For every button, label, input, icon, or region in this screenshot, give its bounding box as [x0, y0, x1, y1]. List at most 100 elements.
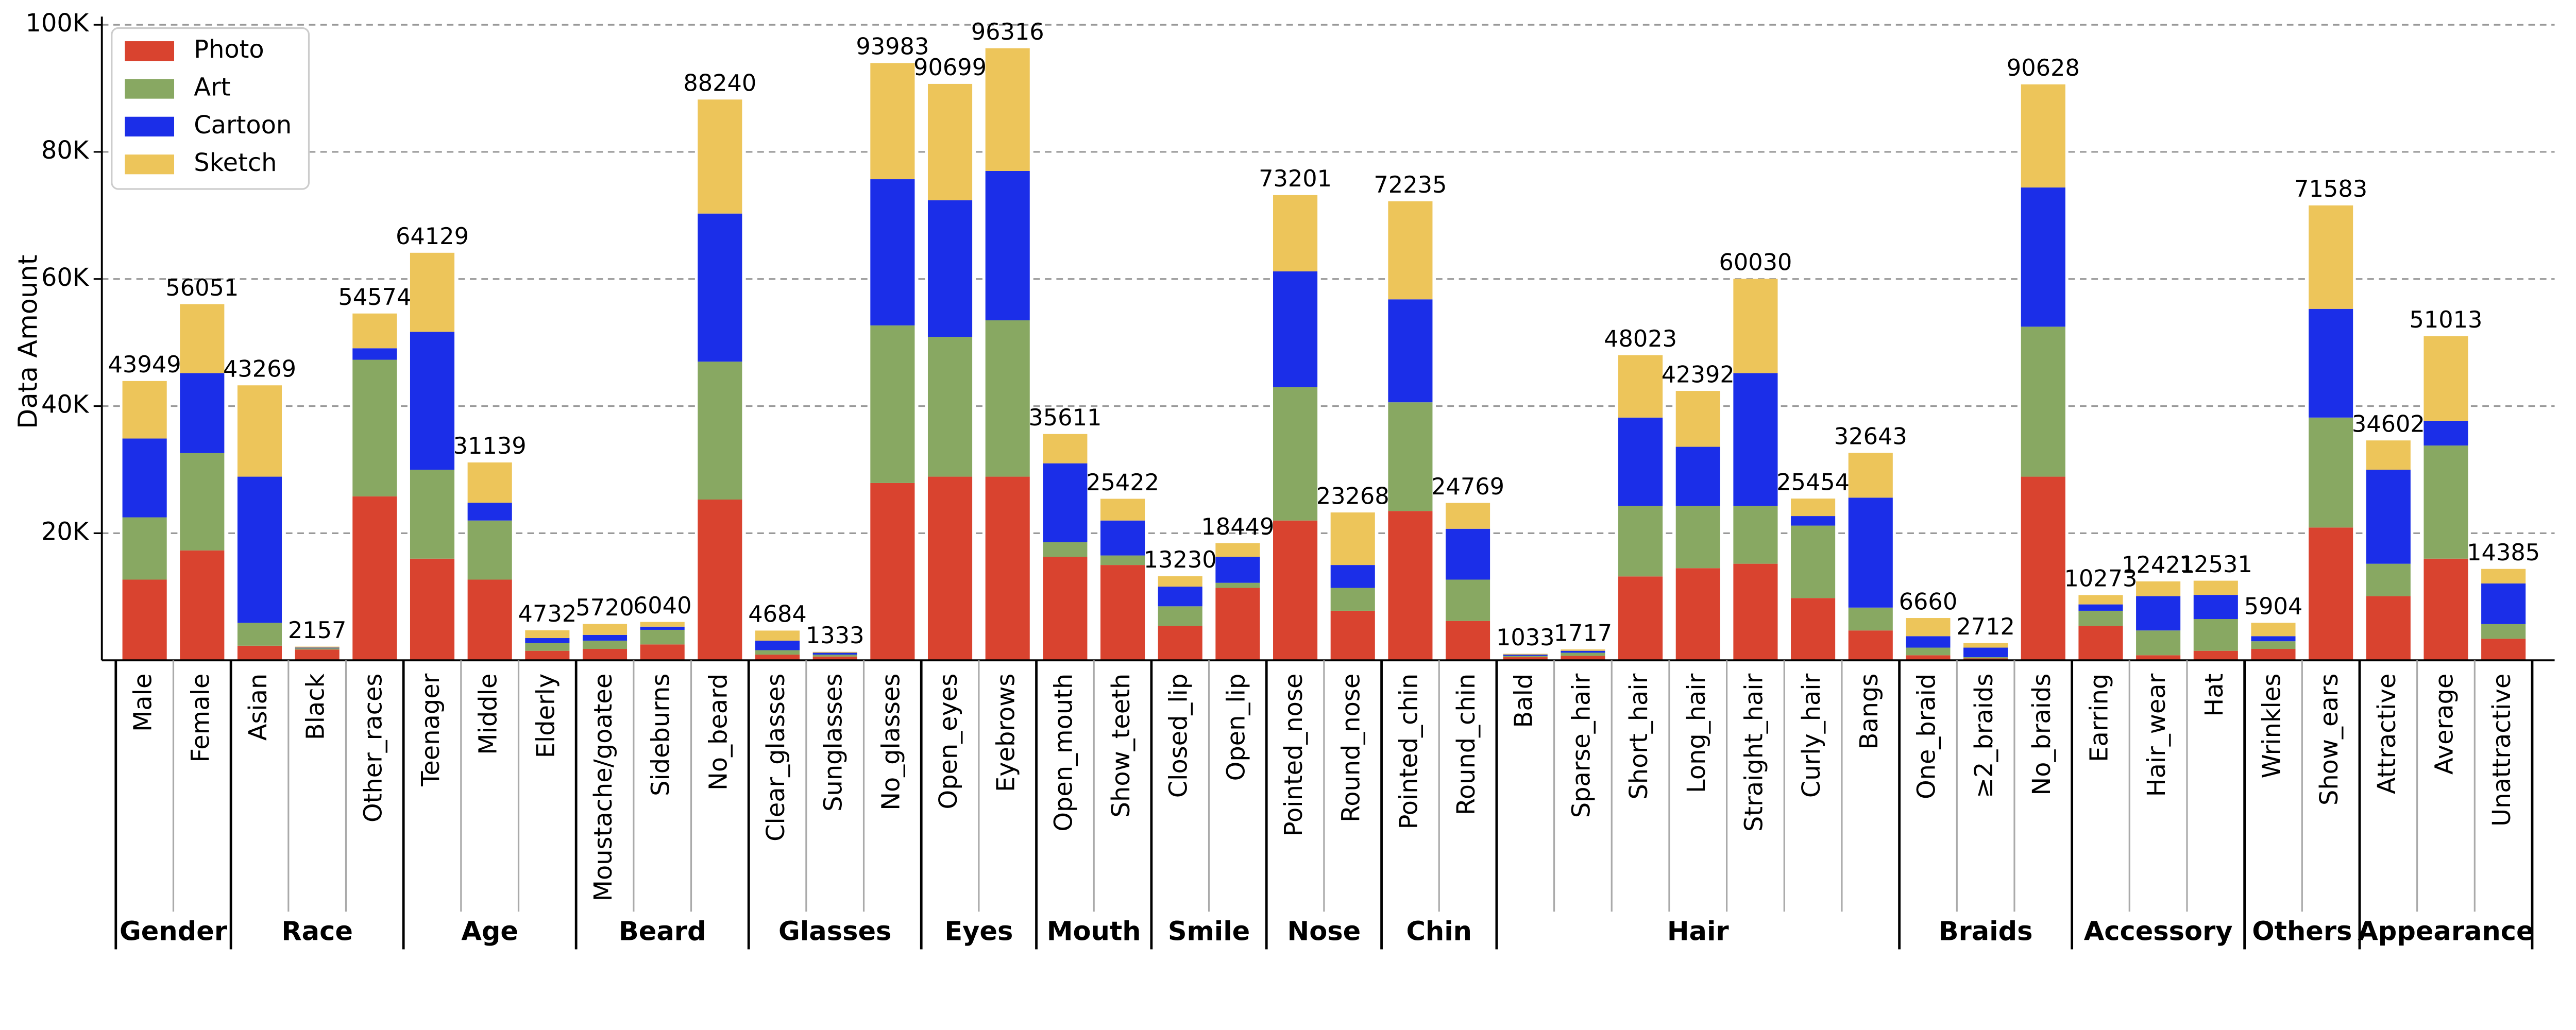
legend-swatch	[125, 41, 175, 61]
bar-segment	[1100, 565, 1145, 661]
total-label: 73201	[1259, 165, 1332, 192]
bar-segment	[122, 517, 167, 580]
x-tick-label: Bald	[1510, 674, 1538, 728]
total-label: 1333	[806, 622, 865, 649]
bar-segment	[1733, 563, 1778, 661]
bar-segment	[180, 453, 225, 551]
bar-segment	[870, 179, 915, 325]
bar-segment	[1963, 643, 2008, 648]
total-label: 96316	[971, 19, 1044, 45]
total-label: 5720	[575, 594, 634, 621]
x-tick-label: No_glasses	[877, 674, 905, 811]
bar-segment	[1100, 499, 1145, 521]
total-label: 35611	[1028, 404, 1101, 431]
bar-segment	[2193, 619, 2238, 651]
legend-frame	[111, 27, 310, 190]
bar-segment	[2251, 648, 2296, 661]
bar-segment	[1791, 598, 1836, 661]
bar-segment	[1215, 543, 1260, 557]
bar-segment	[1848, 453, 1893, 498]
x-tick-label: No_braids	[2028, 674, 2056, 796]
bar-segment	[2481, 583, 2526, 624]
bar-segment	[755, 650, 800, 655]
bar-segment	[1561, 653, 1605, 656]
bar-segment	[1675, 447, 1720, 506]
bar-segment	[1330, 588, 1375, 611]
bar-segment	[812, 655, 857, 657]
x-tick-label: Hair_wear	[2143, 673, 2171, 797]
bar-segment	[698, 213, 742, 362]
bar-segment	[1791, 499, 1836, 517]
x-tick-label: Show_teeth	[1107, 674, 1136, 818]
bar-segment	[180, 550, 225, 661]
bar-segment	[410, 558, 455, 661]
group-label: Accessory	[2084, 917, 2233, 947]
bar-segment	[295, 646, 340, 648]
x-tick-label: One_braid	[1912, 674, 1941, 799]
bar-segment	[1446, 579, 1490, 621]
bar-segment	[1675, 391, 1720, 447]
bar-segment	[985, 476, 1030, 661]
x-tick-label: Long_hair	[1683, 673, 1711, 793]
bar-segment	[2021, 84, 2065, 188]
group-label: Others	[2252, 917, 2352, 947]
x-tick-label: Hat	[2200, 674, 2229, 717]
bar-segment	[352, 348, 397, 360]
legend: Photo Art Cartoon Sketch	[111, 27, 310, 190]
bar-segment	[1273, 520, 1318, 661]
bar-segment	[2481, 624, 2526, 639]
total-label: 18449	[1201, 513, 1274, 540]
bar-segment	[640, 626, 685, 630]
x-tick-label: Black	[302, 673, 330, 740]
bar-segment	[755, 655, 800, 661]
total-label: 5904	[2244, 593, 2303, 620]
bar-segment	[1848, 630, 1893, 661]
bar-segment	[525, 650, 570, 661]
group-label: Eyes	[944, 917, 1013, 947]
bar-segment	[2021, 327, 2065, 477]
bar-segment	[870, 325, 915, 483]
bar-segment	[295, 648, 340, 650]
total-label: 6660	[1899, 588, 1958, 615]
bar-segment	[352, 313, 397, 349]
bar-segment	[2078, 604, 2123, 611]
bar-segment	[640, 644, 685, 661]
bar-segment	[525, 638, 570, 643]
bar-segment	[1388, 299, 1433, 403]
x-tick-label: Bangs	[1855, 674, 1884, 750]
bar-segment	[2193, 650, 2238, 661]
legend-label: Photo	[194, 36, 264, 64]
bar-segment	[1561, 649, 1605, 651]
bar-segment	[1330, 610, 1375, 661]
bar-segment	[525, 643, 570, 651]
bar-segment	[1963, 657, 2008, 659]
legend-label: Sketch	[194, 149, 277, 177]
bar-segment	[2251, 641, 2296, 649]
bar-segment	[2366, 469, 2411, 564]
bar-segment	[1791, 516, 1836, 526]
bar-segment	[1043, 542, 1088, 557]
bar-segment	[2251, 623, 2296, 637]
bar-segment	[582, 634, 628, 641]
x-tick-label: Sideburns	[647, 674, 675, 796]
bar-segment	[1158, 626, 1202, 661]
bar-segment	[1446, 528, 1490, 580]
total-label: 42392	[1662, 361, 1735, 388]
bar-segment	[2424, 336, 2468, 421]
total-label: 34602	[2352, 410, 2425, 437]
bar-segment	[467, 462, 512, 503]
bar-segment	[582, 624, 628, 635]
x-tick-label: Teenager	[417, 673, 445, 786]
bar-segment	[2309, 417, 2353, 528]
total-label: 2712	[1956, 613, 2015, 640]
bar-segment	[1791, 525, 1836, 598]
bar-segment	[2136, 655, 2181, 661]
group-label: Smile	[1168, 917, 1250, 947]
bar-segment	[985, 170, 1030, 320]
bar-segment	[582, 648, 628, 661]
total-label: 6040	[633, 592, 692, 619]
bar-segment	[1618, 417, 1663, 506]
x-tick-label: Attractive	[2373, 674, 2401, 794]
bar-segment	[1733, 373, 1778, 506]
total-label: 4684	[748, 601, 807, 628]
